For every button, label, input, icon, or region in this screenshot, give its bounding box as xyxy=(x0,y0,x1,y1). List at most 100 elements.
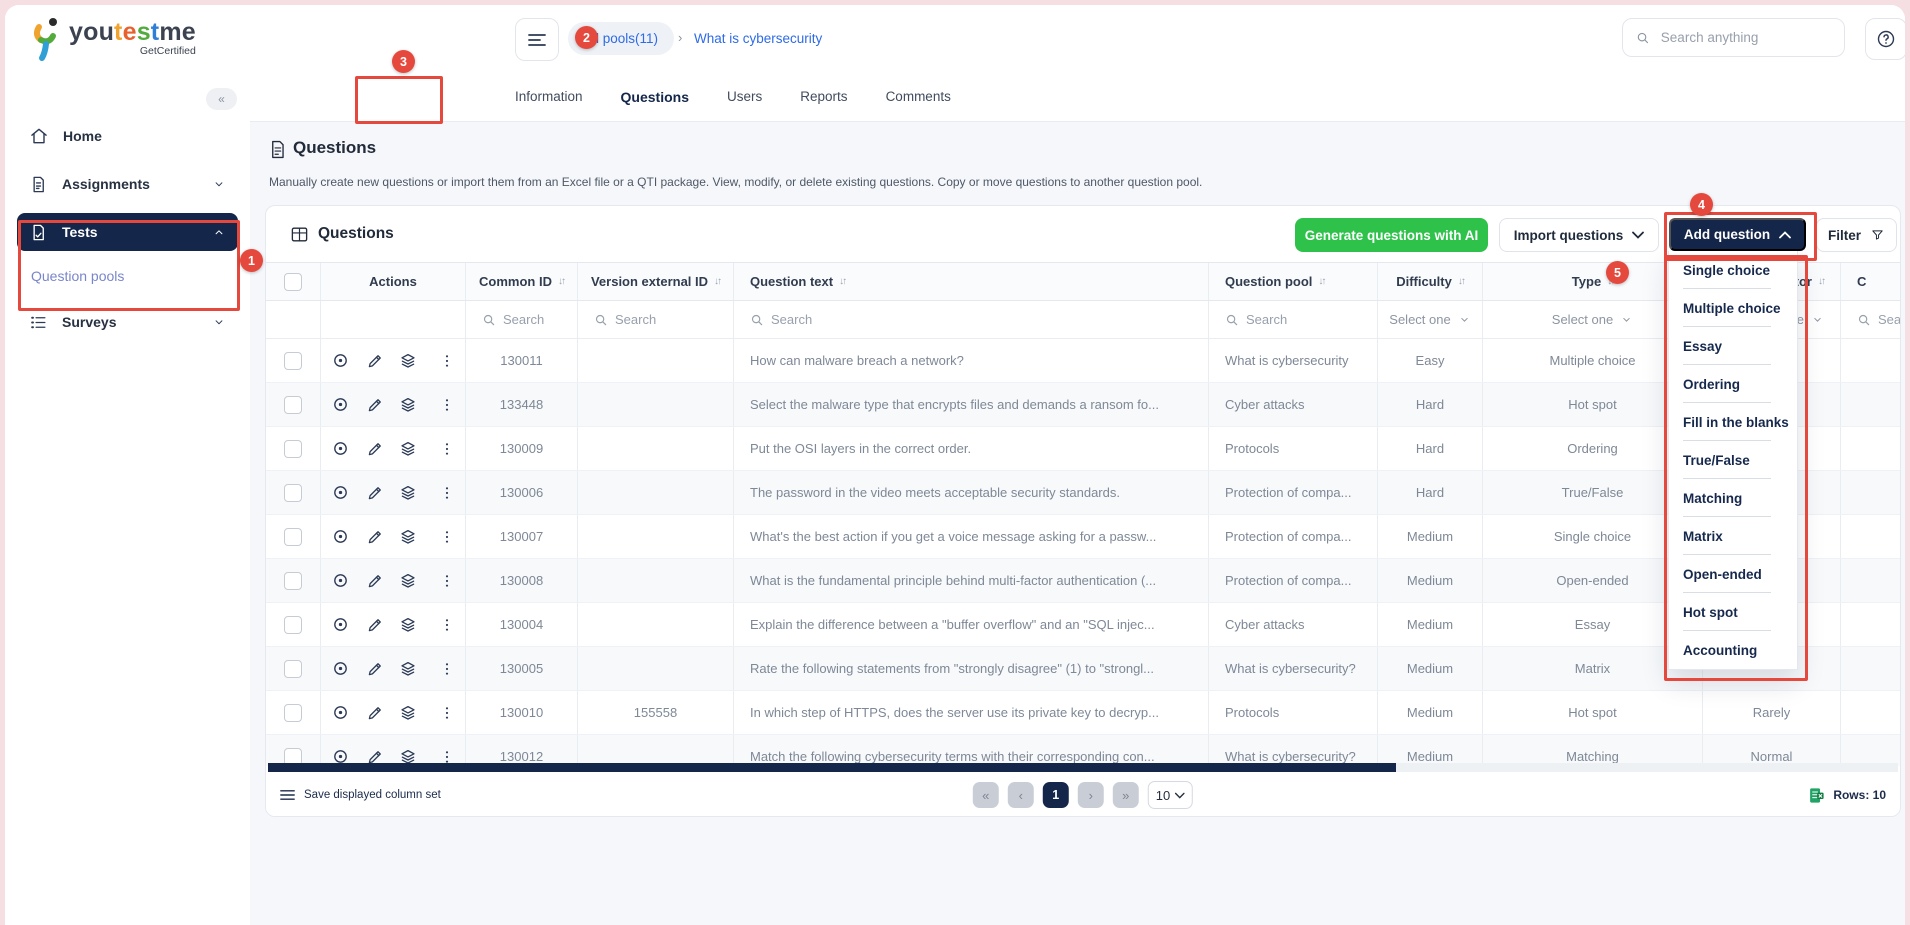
sort-icon[interactable]: ↓↑ xyxy=(714,276,722,287)
add-question-menu-item-true-false[interactable]: True/False xyxy=(1669,441,1797,479)
edit-action-button[interactable] xyxy=(366,396,384,414)
edit-action-button[interactable] xyxy=(366,352,384,370)
column-search-input[interactable]: Search xyxy=(750,312,812,327)
horizontal-scrollbar-thumb[interactable] xyxy=(268,763,1396,772)
row-checkbox[interactable] xyxy=(284,659,302,678)
more-action-button[interactable] xyxy=(439,441,455,457)
global-search-input[interactable] xyxy=(1658,29,1831,46)
first-page-button[interactable]: « xyxy=(972,782,999,808)
excel-export-icon[interactable] xyxy=(1808,787,1825,804)
sort-icon[interactable]: ↓↑ xyxy=(839,276,847,287)
view-action-button[interactable] xyxy=(331,615,350,634)
edit-action-button[interactable] xyxy=(366,528,384,546)
more-action-button[interactable] xyxy=(439,749,455,765)
sort-icon[interactable]: ↓↑ xyxy=(1318,276,1326,287)
add-question-menu-item-matrix[interactable]: Matrix xyxy=(1669,517,1797,555)
save-column-set-button[interactable]: Save displayed column set xyxy=(280,789,441,801)
sidebar-item-surveys[interactable]: Surveys xyxy=(17,303,238,341)
view-action-button[interactable] xyxy=(331,483,350,502)
tab-information[interactable]: Information xyxy=(515,89,583,104)
sidebar-collapse-button[interactable]: « xyxy=(206,88,237,110)
edit-action-button[interactable] xyxy=(366,440,384,458)
sort-icon[interactable]: ↓↑ xyxy=(1818,276,1826,287)
more-action-button[interactable] xyxy=(439,573,455,589)
view-action-button[interactable] xyxy=(331,659,350,678)
more-action-button[interactable] xyxy=(439,661,455,677)
add-question-menu-item-single-choice[interactable]: Single choice xyxy=(1669,251,1797,289)
next-page-button[interactable]: › xyxy=(1077,782,1104,808)
sidebar-item-home[interactable]: Home xyxy=(17,117,238,155)
column-select-filter[interactable]: Select one xyxy=(1552,312,1633,327)
generate-questions-ai-button[interactable]: Generate questions with AI xyxy=(1295,218,1488,252)
edit-action-button[interactable] xyxy=(366,572,384,590)
row-checkbox[interactable] xyxy=(284,395,302,414)
versions-action-button[interactable] xyxy=(399,572,417,590)
select-all-checkbox[interactable] xyxy=(284,272,302,291)
add-question-menu-item-open-ended[interactable]: Open-ended xyxy=(1669,555,1797,593)
view-action-button[interactable] xyxy=(331,747,350,766)
add-question-menu-item-matching[interactable]: Matching xyxy=(1669,479,1797,517)
edit-action-button[interactable] xyxy=(366,484,384,502)
column-select-filter[interactable]: Select one xyxy=(1389,312,1470,327)
add-question-menu-item-accounting[interactable]: Accounting xyxy=(1683,642,1758,658)
sidebar-item-question-pools[interactable]: Question pools xyxy=(17,261,238,291)
column-search-input[interactable]: Search xyxy=(594,312,656,327)
add-question-menu-item-hot-spot[interactable]: Hot spot xyxy=(1669,593,1797,631)
view-action-button[interactable] xyxy=(331,439,350,458)
add-question-menu-item-fill-in-the-blanks[interactable]: Fill in the blanks xyxy=(1669,403,1797,441)
versions-action-button[interactable] xyxy=(399,440,417,458)
versions-action-button[interactable] xyxy=(399,704,417,722)
prev-page-button[interactable]: ‹ xyxy=(1007,782,1034,808)
page-size-select[interactable]: 10 xyxy=(1147,781,1194,809)
add-question-menu-item-ordering[interactable]: Ordering xyxy=(1669,365,1797,403)
more-action-button[interactable] xyxy=(439,705,455,721)
add-question-button[interactable]: Add question xyxy=(1669,218,1806,251)
view-action-button[interactable] xyxy=(331,527,350,546)
versions-action-button[interactable] xyxy=(399,616,417,634)
versions-action-button[interactable] xyxy=(399,660,417,678)
row-checkbox[interactable] xyxy=(284,351,302,370)
sidebar-item-assignments[interactable]: Assignments xyxy=(17,165,238,203)
add-question-menu-item-essay[interactable]: Essay xyxy=(1669,327,1797,365)
view-action-button[interactable] xyxy=(331,395,350,414)
versions-action-button[interactable] xyxy=(399,352,417,370)
sort-icon[interactable]: ↓↑ xyxy=(557,276,566,287)
versions-action-button[interactable] xyxy=(399,484,417,502)
tab-reports[interactable]: Reports xyxy=(800,89,848,104)
global-search[interactable] xyxy=(1622,18,1845,57)
versions-action-button[interactable] xyxy=(399,396,417,414)
edit-action-button[interactable] xyxy=(366,660,384,678)
breadcrumb-root[interactable]: All pools(11) xyxy=(568,22,675,55)
tab-questions[interactable]: Questions xyxy=(620,88,690,105)
row-checkbox[interactable] xyxy=(284,571,302,590)
import-questions-button[interactable]: Import questions xyxy=(1499,218,1659,252)
more-action-button[interactable] xyxy=(439,353,455,369)
last-page-button[interactable]: » xyxy=(1112,782,1139,808)
row-checkbox[interactable] xyxy=(284,615,302,634)
view-action-button[interactable] xyxy=(331,703,350,722)
row-checkbox[interactable] xyxy=(284,703,302,722)
sidebar-toggle-button[interactable] xyxy=(515,18,559,61)
column-select-filter[interactable]: e xyxy=(1797,312,1824,327)
view-action-button[interactable] xyxy=(331,351,350,370)
column-search-input[interactable]: Sear xyxy=(1857,312,1900,327)
sort-icon[interactable]: ↓↑ xyxy=(1607,276,1615,287)
breadcrumb-current[interactable]: What is cybersecurity xyxy=(694,31,823,46)
versions-action-button[interactable] xyxy=(399,528,417,546)
sort-icon[interactable]: ↓↑ xyxy=(1457,276,1466,287)
more-action-button[interactable] xyxy=(439,397,455,413)
sidebar-item-tests[interactable]: Tests xyxy=(17,213,238,251)
help-button[interactable] xyxy=(1865,18,1905,60)
add-question-menu-item-multiple-choice[interactable]: Multiple choice xyxy=(1669,289,1797,327)
column-search-input[interactable]: Search xyxy=(482,312,544,327)
tab-users[interactable]: Users xyxy=(727,89,763,104)
row-checkbox[interactable] xyxy=(284,483,302,502)
edit-action-button[interactable] xyxy=(366,616,384,634)
column-search-input[interactable]: Search xyxy=(1225,312,1287,327)
more-action-button[interactable] xyxy=(439,529,455,545)
more-action-button[interactable] xyxy=(439,617,455,633)
row-checkbox[interactable] xyxy=(284,527,302,546)
more-action-button[interactable] xyxy=(439,485,455,501)
view-action-button[interactable] xyxy=(331,571,350,590)
horizontal-scrollbar-track[interactable] xyxy=(268,763,1898,772)
